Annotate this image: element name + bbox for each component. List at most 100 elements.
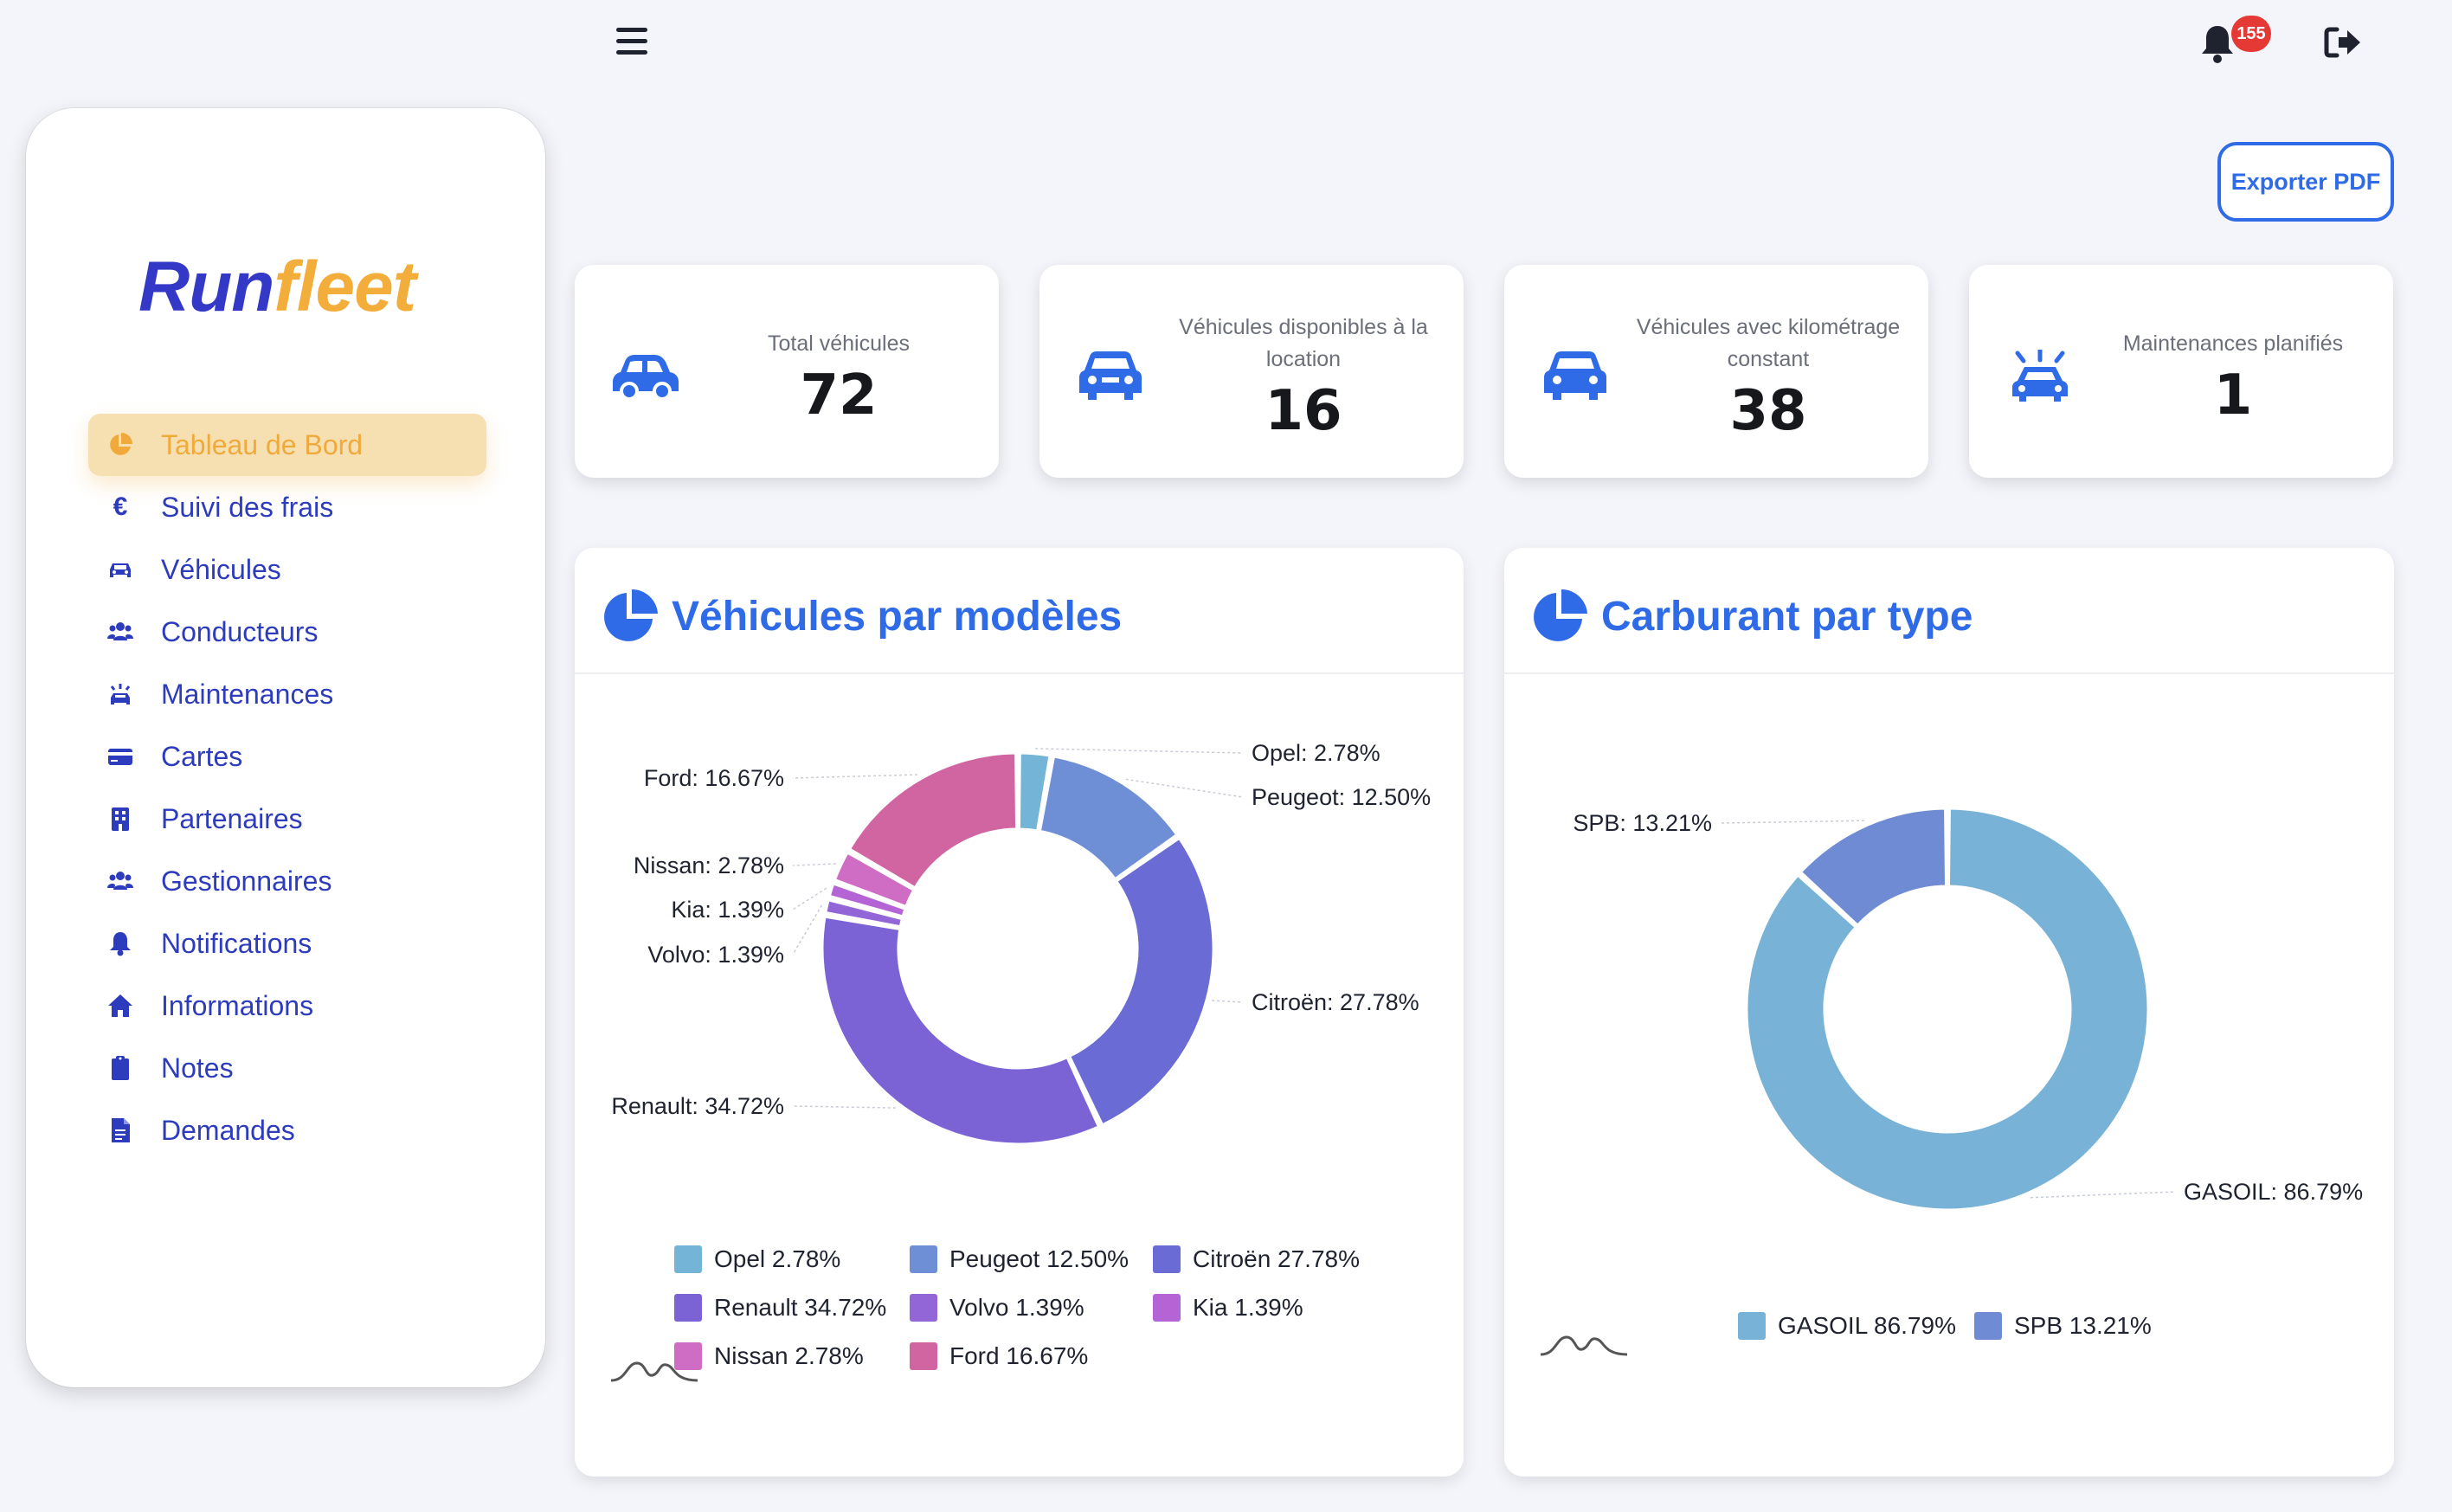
sidebar-item-partenaires[interactable]: Partenaires [88, 788, 486, 850]
callout-leader-line [1720, 820, 1865, 824]
sidebar-item-label: Tableau de Bord [161, 428, 364, 460]
legend-swatch [1153, 1245, 1181, 1273]
stat-label: Maintenances planifiés [2122, 331, 2344, 356]
legend-label: Peugeot 12.50% [949, 1245, 1129, 1272]
legend-item-peugeot[interactable]: Peugeot 12.50% [910, 1245, 1129, 1273]
sidebar-item-informations[interactable]: Informations [88, 975, 486, 1037]
sidebar-item-notes[interactable]: Notes [88, 1037, 486, 1099]
export-pdf-button[interactable]: Exporter PDF [2217, 142, 2394, 222]
car-front-icon [1079, 351, 1142, 400]
sidebar-item-label: Maintenances [161, 678, 334, 710]
donut-slice-opel[interactable] [1017, 751, 1052, 833]
sidebar-item-label: Partenaires [161, 802, 303, 834]
legend-label: Ford 16.67% [949, 1342, 1089, 1369]
sidebar-menu: Tableau de Bord € Suivi des frais Véhicu… [88, 414, 486, 1161]
callout-leader-line [792, 887, 827, 910]
sidebar-item-label: Gestionnaires [161, 865, 332, 897]
callout-leader-line [1212, 1000, 1244, 1003]
donut-slice-renault[interactable] [821, 915, 1100, 1146]
stat-card-total-vehicules: Total véhicules 72 [575, 265, 999, 478]
pie-chart-icon [1534, 589, 1587, 641]
callout-leader-line [1035, 748, 1244, 754]
chart-tool-icon[interactable] [1539, 1327, 1629, 1361]
chart-title: Carburant par type [1601, 594, 1973, 640]
legend-item-ford[interactable]: Ford 16.67% [910, 1342, 1088, 1370]
sidebar-item-label: Véhicules [161, 553, 281, 585]
bell-icon [106, 929, 135, 958]
donut-slice-citroën[interactable] [1068, 836, 1215, 1127]
donut-slice-gasoil[interactable] [1745, 807, 2150, 1212]
stat-card-vehicules-disponibles: Véhicules disponibles à la location 16 [1039, 265, 1464, 478]
legend-label: Opel 2.78% [714, 1245, 841, 1272]
pie-chart-icon [604, 589, 658, 641]
donut-slice-spb[interactable] [1799, 807, 1948, 927]
legend-label: Kia 1.39% [1193, 1294, 1303, 1321]
legend-item-renault[interactable]: Renault 34.72% [674, 1294, 886, 1322]
sidebar-item-vehicules[interactable]: Véhicules [88, 538, 486, 601]
sidebar-item-tableau-de-bord[interactable]: Tableau de Bord [88, 414, 486, 476]
sidebar-item-notifications[interactable]: Notifications [88, 912, 486, 975]
sidebar-item-label: Notes [161, 1052, 234, 1084]
stat-label: Total véhicules [768, 331, 910, 356]
legend-swatch [1974, 1312, 2002, 1340]
callout-leader-line [1125, 778, 1244, 798]
callout-leader-line [792, 774, 918, 779]
legend-label: Nissan 2.78% [714, 1342, 864, 1369]
stat-label: Véhicules avec kilométrage constant [1636, 315, 1901, 371]
callout-label-opel: Opel: 2.78% [1252, 740, 1380, 766]
car-alert-icon [106, 679, 135, 709]
sidebar-item-suivi-des-frais[interactable]: € Suivi des frais [88, 476, 486, 538]
legend-swatch [1153, 1294, 1181, 1322]
home-icon [106, 991, 135, 1020]
sidebar-item-label: Suivi des frais [161, 491, 334, 523]
building-icon [106, 804, 135, 833]
legend-item-citroën[interactable]: Citroën 27.78% [1153, 1245, 1360, 1273]
legend-item-gasoil[interactable]: GASOIL 86.79% [1738, 1312, 1956, 1340]
chart-title: Véhicules par modèles [672, 594, 1123, 640]
sidebar-item-label: Cartes [161, 740, 243, 772]
runfleet-logo[interactable]: Runfleet [138, 247, 416, 328]
callout-label-kia: Kia: 1.39% [671, 897, 784, 923]
legend-item-opel[interactable]: Opel 2.78% [674, 1245, 840, 1273]
sidebar-item-demandes[interactable]: Demandes [88, 1099, 486, 1161]
legend-item-volvo[interactable]: Volvo 1.39% [910, 1294, 1084, 1322]
callout-label-nissan: Nissan: 2.78% [634, 853, 784, 878]
legend-item-nissan[interactable]: Nissan 2.78% [674, 1342, 864, 1370]
chart-card-header: Véhicules par modèles [575, 548, 1464, 674]
donut-slice-volvo[interactable] [824, 898, 904, 929]
pie-chart-icon [106, 430, 135, 460]
top-bar: 155 [0, 0, 2452, 87]
donut-slice-kia[interactable] [827, 882, 907, 918]
sidebar-item-conducteurs[interactable]: Conducteurs [88, 601, 486, 663]
sidebar-item-label: Notifications [161, 927, 312, 959]
callout-label-spb: SPB: 13.21% [1573, 810, 1712, 836]
donut-slice-peugeot[interactable] [1038, 755, 1179, 881]
callout-label-citroën: Citroën: 27.78% [1252, 989, 1419, 1015]
donut-slice-ford[interactable] [847, 751, 1019, 890]
callout-leader-line [792, 1105, 896, 1109]
legend-swatch [674, 1342, 702, 1370]
sidebar-item-cartes[interactable]: Cartes [88, 725, 486, 788]
logo-part-fleet: fleet [274, 248, 416, 326]
stat-card-maintenances-planifies: Maintenances planifiés 1 [1969, 265, 2393, 478]
bell-icon[interactable] [2198, 23, 2236, 64]
sidebar-item-maintenances[interactable]: Maintenances [88, 663, 486, 725]
legend-item-kia[interactable]: Kia 1.39% [1153, 1294, 1303, 1322]
clipboard-icon [106, 1053, 135, 1083]
logout-icon[interactable] [2323, 24, 2363, 61]
donut-slice-nissan[interactable] [833, 851, 916, 908]
menu-toggle-icon[interactable] [616, 28, 651, 57]
chart-tool-icon[interactable] [609, 1353, 699, 1387]
donut-chart: GASOIL: 86.79% SPB: 13.21% [1573, 807, 2363, 1212]
sidebar-item-label: Conducteurs [161, 615, 319, 647]
legend-label: Renault 34.72% [714, 1294, 887, 1321]
sidebar-item-gestionnaires[interactable]: Gestionnaires [88, 850, 486, 912]
legend-item-spb[interactable]: SPB 13.21% [1974, 1312, 2152, 1340]
legend-label: Volvo 1.39% [949, 1294, 1084, 1321]
sidebar-item-label: Demandes [161, 1114, 295, 1146]
chart-card-header: Carburant par type [1504, 548, 2394, 674]
chart-card-vehicules-par-modeles: Véhicules par modèles Opel: 2.78% Peugeot… [575, 548, 1464, 1477]
callout-label-gasoil: GASOIL: 86.79% [2184, 1179, 2363, 1205]
euro-icon: € [113, 492, 128, 521]
car-alert-icon [2012, 350, 2068, 402]
